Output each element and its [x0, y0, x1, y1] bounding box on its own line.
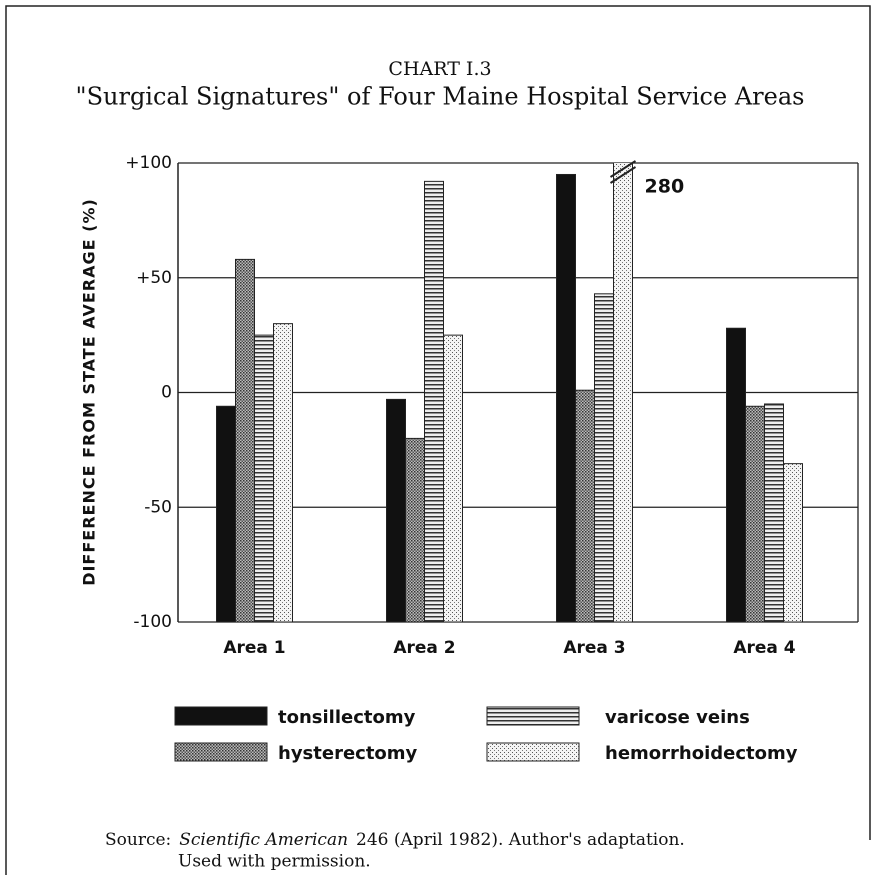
- legend-label: varicose veins: [605, 707, 750, 728]
- y-tick-label: +50: [136, 268, 172, 288]
- bar: [613, 163, 633, 622]
- y-tick-label: -100: [133, 612, 172, 632]
- x-tick-label: Area 1: [223, 638, 285, 658]
- legend-label: hemorrhoidectomy: [605, 743, 798, 764]
- source: Source: Scientific American 246 (April 198…: [105, 830, 685, 850]
- bar: [556, 173, 576, 622]
- legend-swatch: [174, 706, 268, 726]
- x-tick-label: Area 3: [563, 638, 625, 658]
- bar: [745, 405, 765, 622]
- bar: [273, 323, 293, 622]
- y-tick-label: -50: [144, 497, 172, 517]
- y-tick-label: 0: [161, 383, 172, 403]
- y-axis-label: DIFFERENCE FROM STATE AVERAGE (%): [80, 198, 99, 586]
- bar: [386, 398, 406, 622]
- x-tick-label: Area 2: [393, 638, 455, 658]
- y-tick-label: +100: [125, 153, 172, 173]
- legend-label: tonsillectomy: [278, 707, 416, 728]
- legend-swatch: [486, 706, 580, 726]
- annotation: 280: [645, 176, 685, 198]
- chart-title: CHART I.3: [388, 58, 491, 80]
- x-tick-label: Area 4: [733, 638, 795, 658]
- bar: [726, 327, 746, 622]
- bar: [575, 389, 595, 622]
- bar: [405, 437, 425, 622]
- bar: [783, 463, 803, 622]
- bars: [216, 163, 803, 622]
- bar: [764, 403, 784, 622]
- frame: [5, 5, 871, 875]
- bar: [424, 180, 444, 622]
- legend-label: hysterectomy: [278, 743, 418, 764]
- source: Used with permission.: [178, 852, 371, 872]
- bar: [443, 334, 463, 622]
- bar: [235, 258, 255, 622]
- bar: [254, 334, 274, 622]
- chart-subtitle: "Surgical Signatures" of Four Maine Hosp…: [76, 83, 805, 111]
- break-mark: [609, 160, 637, 184]
- legend-swatch: [486, 742, 580, 762]
- bar: [594, 293, 614, 622]
- legend-swatch: [174, 742, 268, 762]
- bar: [216, 405, 236, 622]
